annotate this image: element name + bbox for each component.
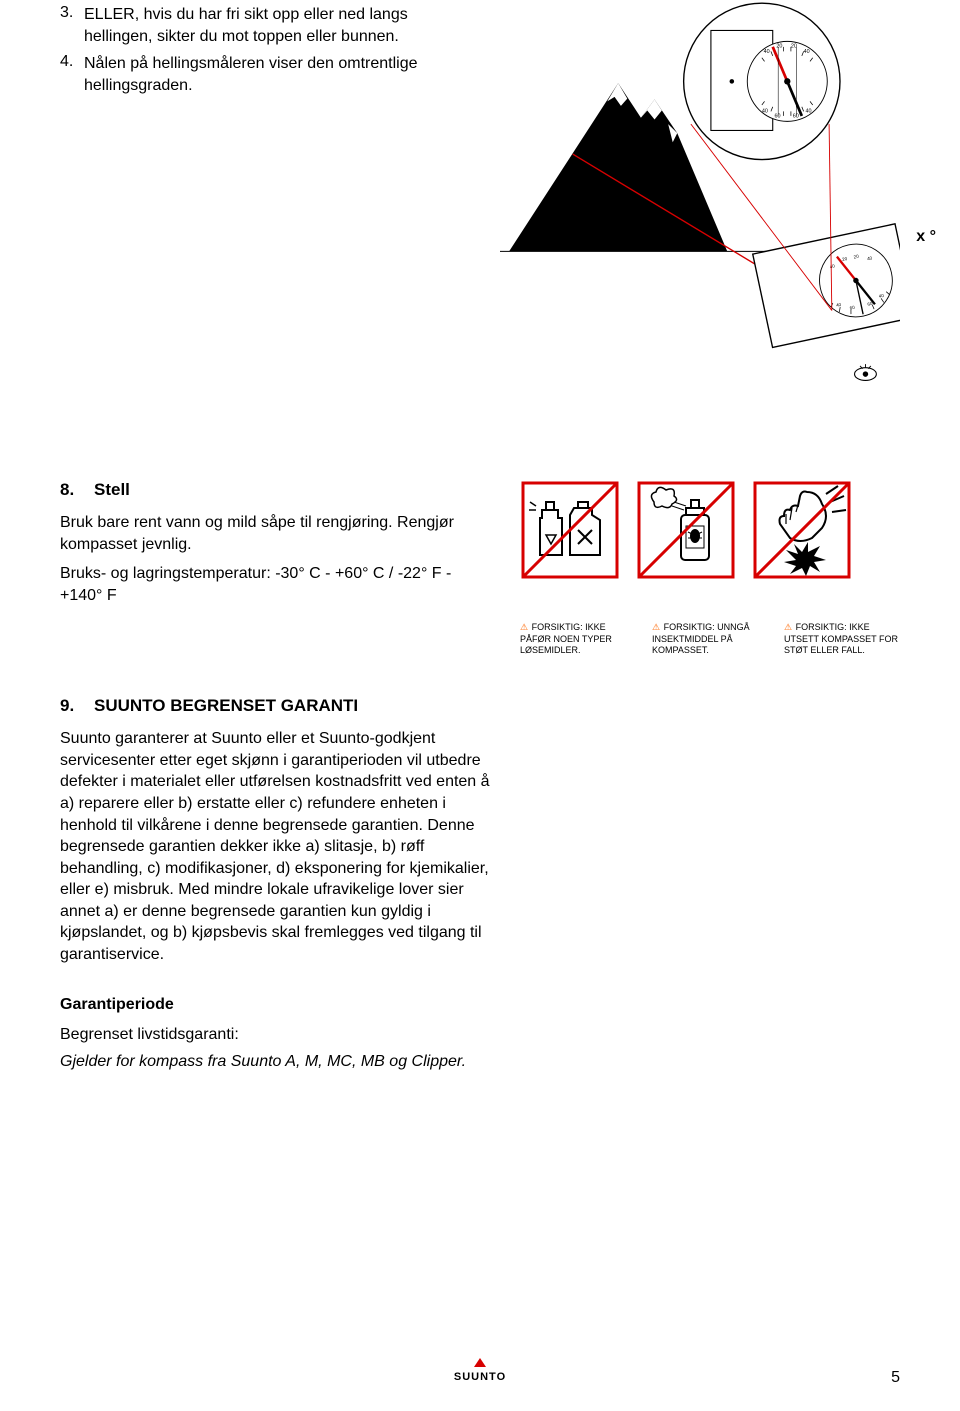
no-solvents-icon: [520, 480, 620, 580]
warning-icons-row: [520, 480, 900, 614]
svg-text:20: 20: [791, 44, 797, 50]
eye-icon: [855, 364, 877, 380]
svg-text:20: 20: [776, 44, 782, 50]
section-number: 9.: [60, 696, 78, 716]
caption-2: ⚠ FORSIKTIG: UNNGÅ INSEKTMIDDEL PÅ KOMPA…: [652, 622, 768, 656]
section-8: 8. Stell Bruk bare rent vann og mild såp…: [60, 480, 900, 614]
caption-text: FORSIKTIG: UNNGÅ INSEKTMIDDEL PÅ KOMPASS…: [652, 622, 750, 655]
caption-text: FORSIKTIG: IKKE UTSETT KOMPASSET FOR STØ…: [784, 622, 898, 655]
no-insect-spray-icon: [636, 480, 736, 580]
no-impact-icon: [752, 480, 852, 580]
list-item-3: 3. ELLER, hvis du har fri sikt opp eller…: [60, 4, 480, 47]
section-title: Stell: [94, 480, 130, 500]
svg-text:60: 60: [775, 114, 781, 120]
svg-text:SUUNTO: SUUNTO: [454, 1371, 506, 1383]
section-9-heading: 9. SUUNTO BEGRENSET GARANTI: [60, 696, 900, 716]
list-number: 3.: [60, 4, 84, 47]
section-8-text: 8. Stell Bruk bare rent vann og mild såp…: [60, 480, 480, 614]
section-9: 9. SUUNTO BEGRENSET GARANTI Suunto garan…: [60, 696, 900, 1071]
section-8-heading: 8. Stell: [60, 480, 480, 500]
caption-row: ⚠ FORSIKTIG: IKKE PÅFØR NOEN TYPER LØSEM…: [520, 622, 900, 656]
diagram-svg: 40 20 20 40 40 60 60 40: [500, 0, 900, 430]
list-item-4: 4. Nålen på hellingsmåleren viser den om…: [60, 53, 480, 96]
no-insect-spray-block: [636, 480, 736, 580]
list-number: 4.: [60, 53, 84, 96]
warranty-body: Suunto garanterer at Suunto eller et Suu…: [60, 728, 490, 966]
svg-text:60: 60: [793, 114, 799, 120]
svg-text:40: 40: [764, 49, 770, 55]
caption-1: ⚠ FORSIKTIG: IKKE PÅFØR NOEN TYPER LØSEM…: [520, 622, 636, 656]
section-number: 8.: [60, 480, 78, 500]
no-solvents-block: [520, 480, 620, 580]
warranty-sub-p1: Begrenset livstidsgaranti:: [60, 1024, 490, 1046]
inclination-diagram: 40 20 20 40 40 60 60 40: [500, 0, 900, 430]
warranty-sub-p2: Gjelder for kompass fra Suunto A, M, MC,…: [60, 1053, 490, 1071]
list-text: ELLER, hvis du har fri sikt opp eller ne…: [84, 4, 480, 47]
footer-logo: SUUNTO: [440, 1356, 520, 1389]
instructions-list: 3. ELLER, hvis du har fri sikt opp eller…: [60, 0, 480, 430]
x-degree-label: x °: [916, 228, 936, 246]
list-text: Nålen på hellingsmåleren viser den omtre…: [84, 53, 480, 96]
warning-triangle-icon: ⚠: [784, 622, 792, 632]
svg-text:40: 40: [805, 108, 811, 114]
warning-triangle-icon: ⚠: [652, 622, 660, 632]
section-8-p1: Bruk bare rent vann og mild såpe til ren…: [60, 512, 480, 555]
page-number: 5: [891, 1369, 900, 1387]
caption-text: FORSIKTIG: IKKE PÅFØR NOEN TYPER LØSEMID…: [520, 622, 612, 655]
svg-text:40: 40: [804, 49, 810, 55]
svg-text:40: 40: [762, 108, 768, 114]
caption-3: ⚠ FORSIKTIG: IKKE UTSETT KOMPASSET FOR S…: [784, 622, 900, 656]
warning-triangle-icon: ⚠: [520, 622, 528, 632]
section-title: SUUNTO BEGRENSET GARANTI: [94, 696, 358, 716]
no-impact-block: [752, 480, 852, 580]
top-section: 3. ELLER, hvis du har fri sikt opp eller…: [60, 0, 900, 430]
section-8-p2: Bruks- og lagringstemperatur: -30° C - +…: [60, 563, 480, 606]
warranty-subtitle: Garantiperiode: [60, 996, 490, 1014]
suunto-logo-icon: SUUNTO: [440, 1356, 520, 1384]
